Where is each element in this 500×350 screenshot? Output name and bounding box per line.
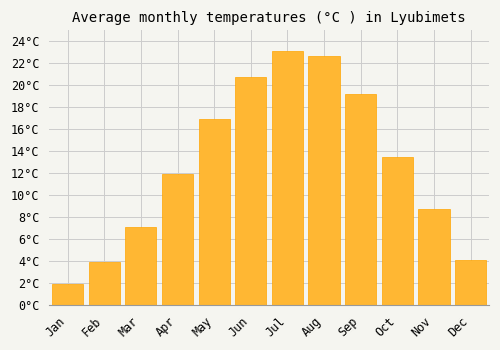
- Bar: [272, 51, 303, 305]
- Bar: [235, 77, 266, 305]
- Bar: [198, 119, 230, 305]
- Bar: [52, 284, 83, 305]
- Bar: [308, 56, 340, 305]
- Bar: [455, 260, 486, 305]
- Bar: [126, 227, 156, 305]
- Bar: [345, 94, 376, 305]
- Bar: [88, 262, 120, 305]
- Bar: [162, 174, 193, 305]
- Bar: [418, 209, 450, 305]
- Title: Average monthly temperatures (°C ) in Lyubimets: Average monthly temperatures (°C ) in Ly…: [72, 11, 466, 25]
- Bar: [382, 157, 413, 305]
